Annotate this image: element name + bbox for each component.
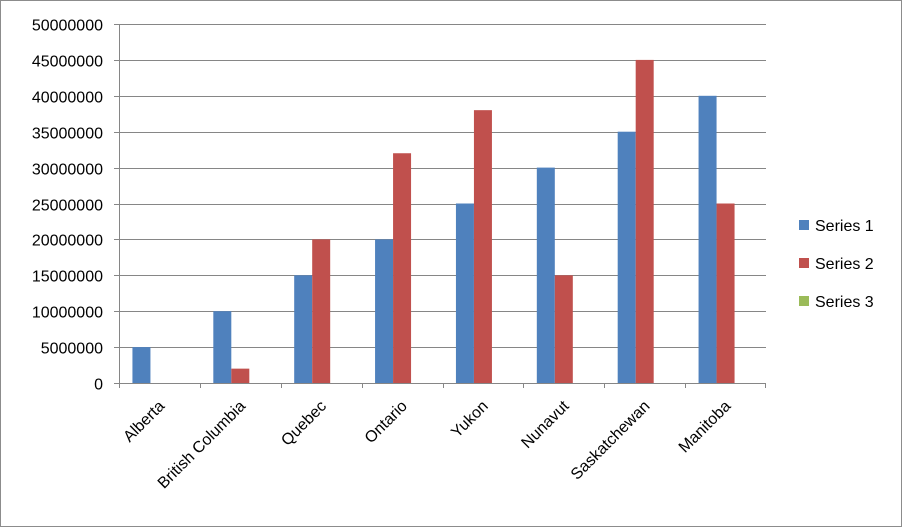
legend-item: Series 3 (799, 294, 874, 311)
y-tick-label: 10000000 (32, 305, 103, 322)
bar-series-2-nunavut (554, 275, 573, 383)
bars (132, 59, 735, 384)
bar-series-2-yukon (473, 110, 492, 383)
bar-series-1-ontario (375, 239, 394, 383)
x-tick-label: British Columbia (155, 398, 249, 492)
legend-swatch (799, 220, 809, 230)
legend-label: Series 1 (815, 218, 874, 235)
y-tick-labels: 0 5000000 10000000 15000000 20000000 25000000… (32, 18, 103, 394)
x-tick-label: Manitoba (676, 398, 735, 457)
y-tick-label: 5000000 (41, 341, 103, 358)
x-tick-label: Saskatchewan (568, 398, 654, 484)
y-tick-label: 15000000 (32, 269, 103, 286)
legend-label: Series 3 (815, 294, 874, 311)
bar-series-1-alberta (132, 347, 151, 383)
bar-series-1-manitoba (698, 95, 717, 384)
bar-series-1-yukon (455, 203, 474, 383)
legend-swatch (799, 296, 809, 306)
bar-series-1-saskatchewan (617, 131, 636, 383)
legend-swatch (799, 258, 809, 268)
x-tick-label: Ontario (362, 398, 411, 447)
y-tick-label: 45000000 (32, 54, 103, 71)
axes (114, 24, 766, 388)
bar-series-2-quebec (312, 239, 331, 383)
bar-series-2-british-columbia (231, 368, 250, 383)
x-tick-label: Nunavut (518, 397, 573, 452)
y-tick-label: 30000000 (32, 162, 103, 179)
y-tick-label: 20000000 (32, 233, 103, 250)
legend: Series 1 Series 2 Series 3 (799, 218, 874, 311)
bar-series-2-manitoba (716, 203, 735, 383)
y-tick-label: 0 (94, 377, 103, 394)
legend-item: Series 2 (799, 256, 874, 273)
y-tick-label: 40000000 (32, 90, 103, 107)
bar-series-2-saskatchewan (635, 59, 654, 384)
x-tick-label: Yukon (448, 398, 491, 441)
y-tick-label: 35000000 (32, 126, 103, 143)
x-tick-label: Alberta (120, 398, 168, 446)
legend-item: Series 1 (799, 218, 874, 235)
legend-label: Series 2 (815, 256, 874, 273)
bar-series-2-ontario (393, 153, 412, 383)
bar-series-1-nunavut (536, 167, 555, 383)
gridlines (119, 24, 766, 348)
bar-series-1-british-columbia (213, 311, 232, 383)
bar-series-1-quebec (294, 275, 313, 383)
x-tick-label: Quebec (278, 398, 330, 450)
y-tick-label: 50000000 (32, 18, 103, 35)
y-tick-label: 25000000 (32, 198, 103, 215)
